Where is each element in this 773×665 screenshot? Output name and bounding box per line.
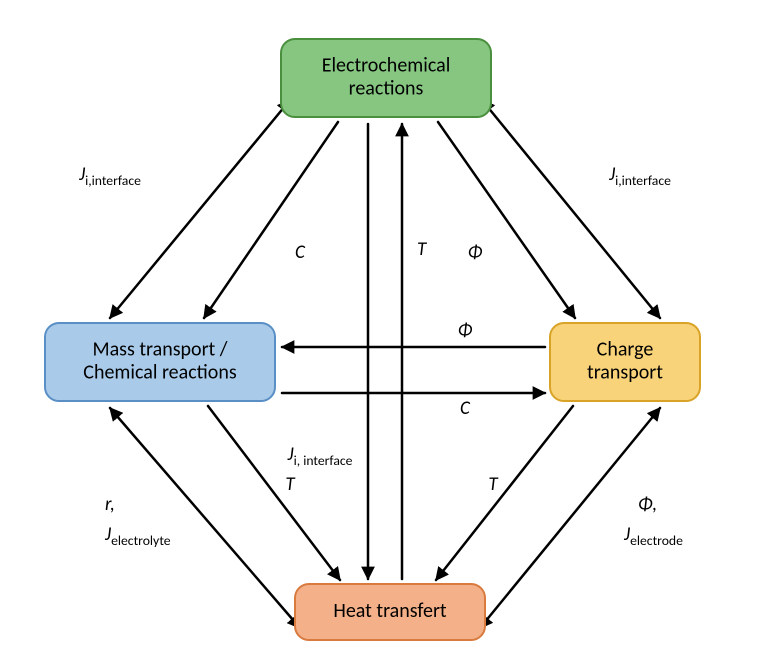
coupling-diagram: Electrochemicalreactions Mass transport /… xyxy=(0,0,773,665)
edge-label-8: T xyxy=(285,473,296,496)
edge-label-13: Jelectrode xyxy=(623,523,683,549)
edge-label-7: Ji, interface xyxy=(287,443,353,469)
edge-label-6: C xyxy=(460,397,471,420)
edge-label-0: Ji,interface xyxy=(78,163,141,189)
node-charge: Chargetransport xyxy=(550,323,700,401)
edge-3 xyxy=(480,408,660,628)
edge-8 xyxy=(204,122,338,318)
edge-label-9: T xyxy=(488,473,499,496)
edge-label-10: r, xyxy=(105,493,115,516)
edge-label-12: Φ, xyxy=(638,493,657,516)
edge-2 xyxy=(110,408,300,628)
node-charge-label: Charge xyxy=(597,337,654,361)
edge-label-3: Φ xyxy=(468,241,483,264)
edge-9 xyxy=(438,122,575,318)
edge-label-11: Jelectrolyte xyxy=(104,523,171,549)
edge-0 xyxy=(110,100,290,318)
node-heat-label: Heat transfert xyxy=(333,599,447,623)
node-mass-label: Mass transport / xyxy=(93,337,228,361)
edge-label-4: T xyxy=(417,238,428,261)
edge-1 xyxy=(482,100,660,318)
node-electro: Electrochemicalreactions xyxy=(281,39,491,117)
edge-label-5: Φ xyxy=(458,319,473,342)
node-heat: Heat transfert xyxy=(295,584,485,640)
edge-label-1: Ji,interface xyxy=(608,163,671,189)
node-charge-label: transport xyxy=(587,360,663,384)
edge-10 xyxy=(436,406,573,580)
edge-11 xyxy=(208,406,340,580)
node-mass: Mass transport /Chemical reactions xyxy=(45,323,275,401)
node-electro-label: Electrochemical xyxy=(322,53,451,77)
node-electro-label: reactions xyxy=(349,76,424,100)
edge-label-2: C xyxy=(295,241,306,264)
node-mass-label: Chemical reactions xyxy=(83,360,237,384)
